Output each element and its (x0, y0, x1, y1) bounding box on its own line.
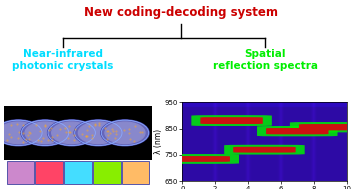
FancyBboxPatch shape (290, 122, 361, 132)
Text: Spatial
reflection spectra: Spatial reflection spectra (213, 49, 318, 71)
Circle shape (101, 120, 149, 146)
Bar (6, 161, 34, 184)
Circle shape (74, 120, 122, 146)
Circle shape (78, 122, 118, 144)
Circle shape (25, 122, 65, 144)
FancyBboxPatch shape (224, 145, 305, 155)
Circle shape (102, 121, 148, 145)
Circle shape (105, 122, 145, 144)
Circle shape (49, 121, 95, 145)
FancyBboxPatch shape (299, 124, 361, 130)
Bar (93, 161, 121, 184)
Bar (35, 161, 63, 184)
FancyBboxPatch shape (233, 147, 296, 153)
Circle shape (21, 120, 69, 146)
FancyBboxPatch shape (266, 128, 329, 134)
Text: New coding-decoding system: New coding-decoding system (83, 6, 278, 19)
Circle shape (75, 121, 121, 145)
Circle shape (0, 122, 38, 144)
Bar (4, 106, 152, 160)
Circle shape (0, 120, 43, 146)
FancyBboxPatch shape (168, 156, 230, 162)
FancyBboxPatch shape (200, 117, 263, 124)
Circle shape (0, 121, 42, 145)
Bar (64, 161, 92, 184)
Y-axis label: λ (nm): λ (nm) (155, 129, 164, 154)
FancyBboxPatch shape (158, 154, 239, 164)
FancyBboxPatch shape (191, 115, 272, 126)
Circle shape (22, 121, 68, 145)
Bar (122, 161, 149, 184)
Circle shape (48, 120, 96, 146)
Circle shape (52, 122, 92, 144)
FancyBboxPatch shape (257, 126, 338, 136)
Text: Near-infrared
photonic crystals: Near-infrared photonic crystals (13, 49, 114, 71)
